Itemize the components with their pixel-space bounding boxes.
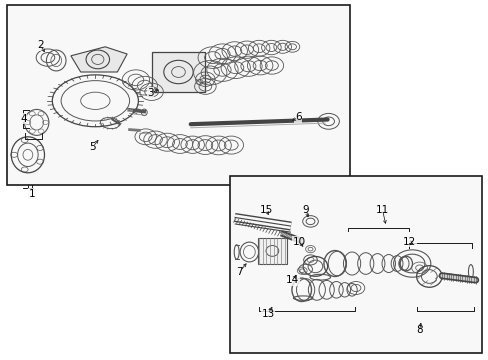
Polygon shape [71, 47, 127, 72]
Text: 11: 11 [375, 204, 388, 215]
Text: 6: 6 [294, 112, 301, 122]
Text: 2: 2 [37, 40, 43, 50]
Bar [229, 176, 481, 353]
Text: 14: 14 [285, 275, 299, 285]
Text: 12: 12 [402, 237, 416, 247]
Text: 7: 7 [236, 267, 243, 277]
Text: 13: 13 [261, 309, 274, 319]
Text: 15: 15 [259, 204, 272, 215]
Text: 8: 8 [415, 325, 422, 336]
Text: 10: 10 [292, 237, 305, 247]
Text: 3: 3 [147, 88, 154, 98]
Text: 9: 9 [302, 204, 309, 215]
Text: 5: 5 [89, 142, 96, 152]
Bar [257, 238, 286, 264]
Bar [151, 52, 205, 92]
Bar [7, 5, 349, 185]
Text: 4: 4 [20, 114, 27, 124]
Text: 1: 1 [28, 189, 35, 199]
